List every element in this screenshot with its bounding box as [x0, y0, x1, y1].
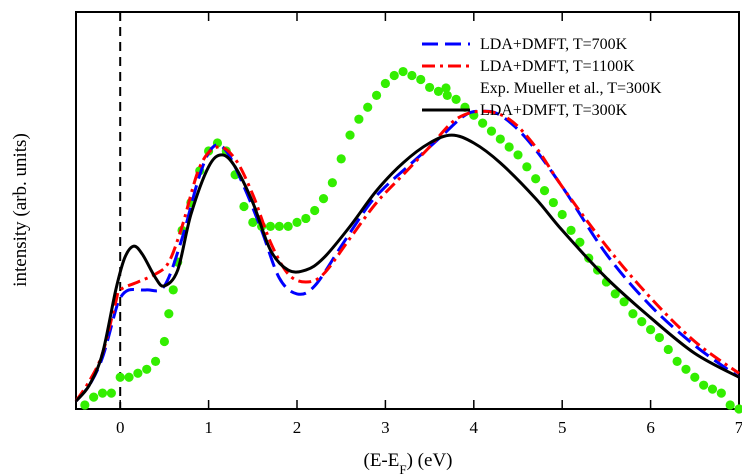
x-tick-label: 0: [116, 418, 125, 437]
legend-label: LDA+DMFT, T=1100K: [480, 58, 635, 75]
data-point: [690, 372, 700, 382]
data-point: [637, 317, 647, 327]
data-point: [407, 70, 417, 81]
data-point: [389, 70, 399, 81]
data-point: [566, 225, 576, 235]
data-point: [142, 364, 152, 374]
x-axis-label: (E-EF) (eV): [364, 450, 453, 474]
series-exp-markers: [80, 66, 742, 414]
data-point: [575, 237, 585, 247]
data-point: [663, 344, 673, 355]
data-point: [124, 372, 134, 382]
data-point: [248, 217, 258, 228]
data-point: [168, 285, 178, 295]
data-point: [681, 364, 691, 374]
data-point: [725, 400, 735, 410]
data-point: [478, 118, 488, 128]
data-point: [354, 114, 364, 124]
data-point: [486, 126, 497, 136]
data-point: [734, 404, 742, 414]
legend-label: Exp. Mueller et al., T=300K: [480, 80, 662, 97]
x-ticks: 0 1 2 3 4 5 6 7: [116, 12, 742, 437]
series-line-1: [74, 109, 740, 402]
x-axis-label-subscript: F: [399, 462, 406, 474]
data-point: [716, 388, 726, 398]
data-point: [89, 392, 99, 402]
data-point: [522, 162, 532, 172]
x-tick-label: 3: [381, 418, 390, 437]
data-point: [150, 356, 161, 366]
x-axis-label-suffix: ) (eV): [407, 450, 453, 471]
legend-label: LDA+DMFT, T=700K: [480, 36, 628, 53]
data-point: [539, 186, 550, 196]
data-point: [159, 336, 169, 347]
data-point: [451, 94, 461, 104]
series-layer: [74, 66, 742, 414]
data-point: [672, 356, 682, 366]
x-axis-label-main: (E-E: [364, 450, 400, 471]
data-point: [336, 154, 346, 164]
data-point: [106, 388, 116, 398]
data-point: [80, 400, 90, 410]
x-tick-label: 1: [204, 418, 213, 437]
data-point: [610, 289, 620, 299]
data-point: [380, 78, 390, 89]
data-point: [619, 297, 629, 307]
data-point: [327, 178, 337, 188]
data-point: [318, 193, 329, 204]
x-tick-label: 5: [558, 418, 567, 437]
data-point: [646, 325, 656, 335]
y-axis-label: intensity (arb. units): [10, 133, 31, 287]
data-point: [363, 102, 373, 112]
data-point: [164, 309, 174, 319]
data-point: [654, 332, 665, 343]
series-line-0: [74, 109, 740, 403]
data-point: [425, 82, 435, 93]
data-point: [133, 368, 143, 378]
data-point: [371, 90, 382, 100]
data-point: [707, 384, 718, 394]
legend-marker: [441, 83, 451, 93]
x-tick-label: 2: [293, 418, 302, 437]
data-point: [433, 86, 444, 96]
data-point: [239, 201, 249, 212]
data-point: [504, 142, 514, 152]
data-point: [97, 388, 108, 398]
legend: LDA+DMFT, T=700K LDA+DMFT, T=1100K Exp. Mu…: [422, 36, 662, 119]
data-point: [301, 213, 311, 224]
data-point: [416, 74, 426, 85]
data-point: [442, 90, 452, 100]
x-tick-label: 4: [470, 418, 479, 437]
data-point: [699, 380, 709, 390]
series-line-3: [74, 133, 740, 403]
data-point: [265, 221, 276, 231]
data-point: [531, 174, 541, 184]
x-tick-label: 6: [646, 418, 655, 437]
legend-label: LDA+DMFT, T=300K: [480, 102, 628, 119]
data-point: [548, 197, 558, 208]
data-point: [513, 150, 523, 160]
data-point: [628, 309, 638, 319]
plot-frame: [75, 11, 740, 410]
data-point: [495, 134, 505, 144]
data-point: [345, 130, 355, 140]
data-point: [292, 217, 302, 228]
data-point: [115, 372, 125, 382]
data-point: [310, 205, 320, 216]
x-tick-label: 7: [735, 418, 742, 437]
data-point: [557, 209, 567, 220]
data-point: [398, 66, 408, 77]
data-point: [274, 221, 284, 231]
data-point: [283, 221, 293, 231]
